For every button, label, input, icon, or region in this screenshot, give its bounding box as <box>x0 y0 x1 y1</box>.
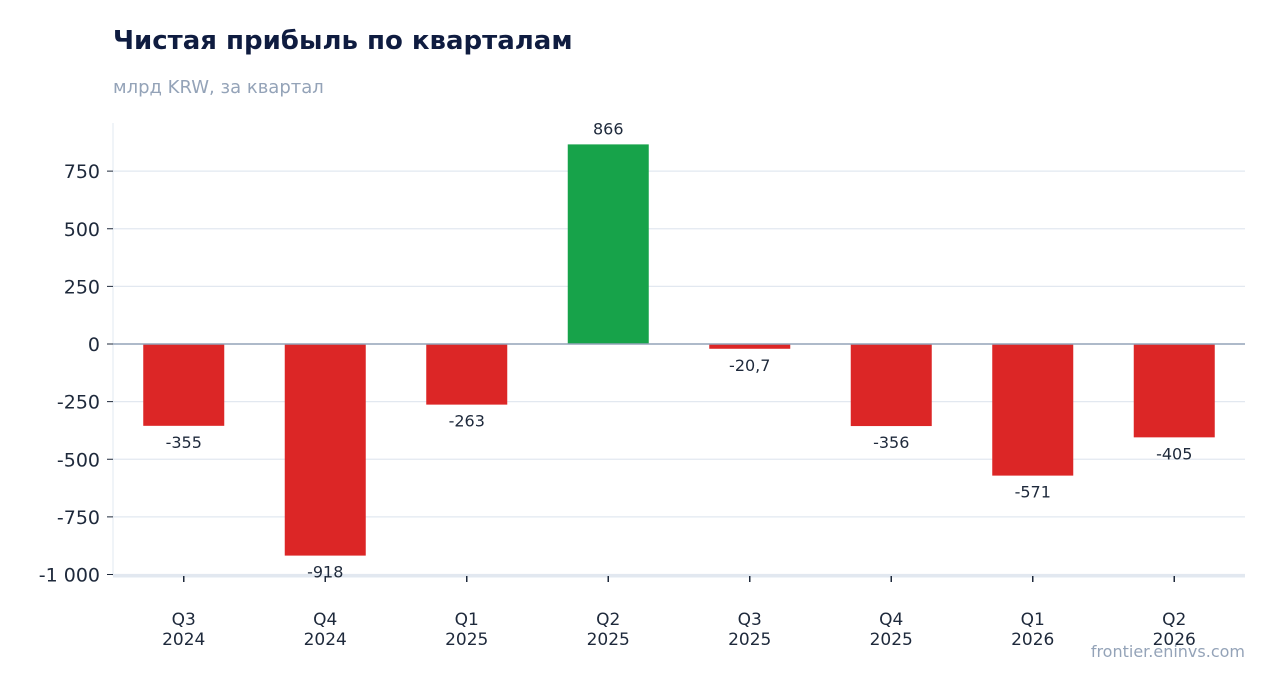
y-tick-label: -750 <box>57 507 100 529</box>
x-tick-label-year: 2025 <box>870 630 913 650</box>
bar-value-label: -356 <box>873 433 909 452</box>
y-tick-label: -500 <box>57 449 100 471</box>
y-tick-label: 750 <box>64 161 100 183</box>
x-tick-label-year: 2025 <box>587 630 630 650</box>
bar <box>567 144 649 344</box>
x-tick-label-quarter: Q2 <box>596 610 620 630</box>
y-tick-label: -250 <box>57 392 100 414</box>
x-tick-label-quarter: Q1 <box>455 610 479 630</box>
x-tick-label-year: 2026 <box>1011 630 1054 650</box>
x-tick-label-quarter: Q3 <box>172 610 196 630</box>
bar <box>709 344 791 349</box>
bar-value-label: -405 <box>1156 444 1192 463</box>
x-tick-label-quarter: Q4 <box>879 610 903 630</box>
bar-value-label: -355 <box>166 433 202 452</box>
bar <box>284 344 366 556</box>
x-tick-label-quarter: Q2 <box>1162 610 1186 630</box>
bar <box>1133 344 1215 438</box>
y-tick-label: 0 <box>88 334 100 356</box>
y-tick-label: -1 000 <box>39 565 100 587</box>
bar-value-label: -918 <box>307 563 343 582</box>
x-tick-label-quarter: Q4 <box>313 610 337 630</box>
y-tick-label: 500 <box>64 219 100 241</box>
bar-value-label: -263 <box>449 412 485 431</box>
bar-value-label: 866 <box>593 119 624 138</box>
x-tick-label-year: 2026 <box>1153 630 1196 650</box>
source-credit: frontier.eninvs.com <box>1090 642 1245 661</box>
x-tick-label-year: 2024 <box>162 630 205 650</box>
x-tick-label-quarter: Q3 <box>738 610 762 630</box>
x-tick-label-quarter: Q1 <box>1021 610 1045 630</box>
chart-title: Чистая прибыль по кварталам <box>113 26 573 56</box>
x-tick-label-year: 2025 <box>445 630 488 650</box>
x-tick-label-year: 2024 <box>304 630 347 650</box>
bar <box>143 344 225 426</box>
chart-subtitle: млрд KRW, за квартал <box>113 77 324 98</box>
bar <box>426 344 508 405</box>
bar-value-label: -571 <box>1015 483 1051 502</box>
bar <box>850 344 932 427</box>
x-tick-label-year: 2025 <box>728 630 771 650</box>
bar <box>992 344 1074 476</box>
y-tick-label: 250 <box>64 276 100 298</box>
bar-value-label: -20,7 <box>729 356 770 375</box>
